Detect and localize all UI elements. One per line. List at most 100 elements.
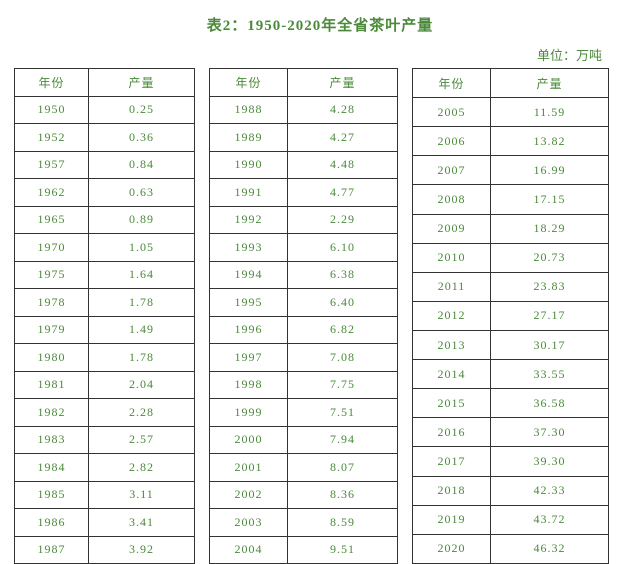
cell-year: 1962 [15,179,89,207]
cell-year: 1981 [15,371,89,399]
table-row: 19956.40 [210,289,398,317]
cell-value: 6.82 [288,316,398,344]
table-row: 19946.38 [210,261,398,289]
cell-value: 37.30 [491,418,609,447]
cell-value: 17.15 [491,185,609,214]
cell-year: 1997 [210,344,288,372]
table-row: 19822.28 [15,399,195,427]
cell-year: 1998 [210,371,288,399]
data-table-2: 年份 产量 19884.2819894.2719904.4819914.7719… [209,68,398,564]
cell-value: 1.49 [89,316,195,344]
cell-year: 1957 [15,151,89,179]
table-row: 19863.41 [15,509,195,537]
table-row: 19904.48 [210,151,398,179]
cell-year: 2003 [210,509,288,537]
table-row: 19997.51 [210,399,398,427]
table-title: 表2：1950-2020年全省茶叶产量 [12,14,628,35]
cell-value: 0.89 [89,206,195,234]
cell-value: 16.99 [491,156,609,185]
data-table-1: 年份 产量 19500.2519520.3619570.8419620.6319… [14,68,195,564]
table-row: 201536.58 [413,389,609,418]
cell-year: 1995 [210,289,288,317]
cell-year: 2016 [413,418,491,447]
cell-year: 2018 [413,476,491,505]
table-row: 19650.89 [15,206,195,234]
cell-year: 2001 [210,454,288,482]
cell-value: 18.29 [491,214,609,243]
table-row: 201330.17 [413,330,609,359]
cell-value: 6.38 [288,261,398,289]
table-row: 19914.77 [210,179,398,207]
cell-year: 1999 [210,399,288,427]
unit-label: 单位：万吨 [12,45,628,64]
table-row: 19520.36 [15,124,195,152]
cell-year: 2006 [413,127,491,156]
table-row: 201943.72 [413,505,609,534]
cell-value: 1.05 [89,234,195,262]
cell-year: 2008 [413,185,491,214]
table-row: 19977.08 [210,344,398,372]
cell-value: 0.25 [89,96,195,124]
table-row: 19936.10 [210,234,398,262]
cell-value: 36.58 [491,389,609,418]
table-row: 201433.55 [413,360,609,389]
cell-year: 1952 [15,124,89,152]
cell-value: 8.59 [288,509,398,537]
header-value: 产量 [288,69,398,97]
cell-year: 1975 [15,261,89,289]
cell-value: 27.17 [491,301,609,330]
cell-year: 1983 [15,426,89,454]
table-row: 19853.11 [15,481,195,509]
table-row: 20007.94 [210,426,398,454]
tbody-2: 年份 产量 19884.2819894.2719904.4819914.7719… [210,69,398,564]
table-row: 201842.33 [413,476,609,505]
cell-value: 20.73 [491,243,609,272]
header-row: 年份 产量 [413,69,609,98]
cell-year: 2020 [413,534,491,563]
table-row: 20049.51 [210,536,398,564]
cell-value: 39.30 [491,447,609,476]
cell-value: 3.92 [89,536,195,564]
table-row: 19812.04 [15,371,195,399]
table-row: 201739.30 [413,447,609,476]
cell-year: 2015 [413,389,491,418]
table-row: 200817.15 [413,185,609,214]
header-value: 产量 [89,69,195,97]
table-row: 19751.64 [15,261,195,289]
cell-year: 1996 [210,316,288,344]
cell-value: 23.83 [491,272,609,301]
table-row: 200918.29 [413,214,609,243]
cell-year: 1993 [210,234,288,262]
table-row: 20018.07 [210,454,398,482]
cell-value: 46.32 [491,534,609,563]
cell-value: 33.55 [491,360,609,389]
cell-value: 0.63 [89,179,195,207]
cell-value: 6.10 [288,234,398,262]
cell-value: 0.84 [89,151,195,179]
tbody-1: 年份 产量 19500.2519520.3619570.8419620.6319… [15,69,195,564]
cell-year: 1979 [15,316,89,344]
cell-year: 1985 [15,481,89,509]
table-row: 201637.30 [413,418,609,447]
table-row: 19842.82 [15,454,195,482]
header-year: 年份 [210,69,288,97]
table-row: 19922.29 [210,206,398,234]
cell-value: 7.75 [288,371,398,399]
cell-value: 0.36 [89,124,195,152]
cell-year: 1992 [210,206,288,234]
cell-year: 2012 [413,301,491,330]
cell-year: 1965 [15,206,89,234]
cell-value: 7.94 [288,426,398,454]
cell-value: 4.27 [288,124,398,152]
table-row: 20028.36 [210,481,398,509]
cell-value: 7.51 [288,399,398,427]
cell-year: 2000 [210,426,288,454]
cell-year: 2010 [413,243,491,272]
cell-year: 1988 [210,96,288,124]
cell-year: 1989 [210,124,288,152]
header-row: 年份 产量 [210,69,398,97]
cell-value: 6.40 [288,289,398,317]
tbody-3: 年份 产量 200511.59200613.82200716.99200817.… [413,69,609,564]
cell-value: 3.41 [89,509,195,537]
cell-value: 8.07 [288,454,398,482]
